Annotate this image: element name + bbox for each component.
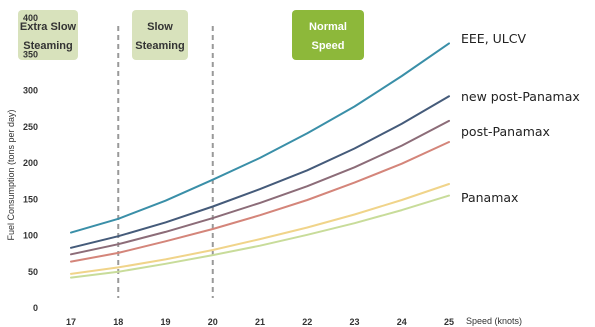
- y-tick-label: 150: [23, 194, 38, 204]
- zone-label-slow-line1: Slow: [147, 21, 173, 33]
- x-axis-title: Speed (knots): [466, 316, 522, 326]
- x-tick-label: 20: [208, 317, 218, 327]
- zone-label-extra-slow-line2: Steaming: [23, 40, 73, 52]
- zone-label-extra-slow-line1: Extra Slow: [20, 21, 77, 33]
- series-line-0: [70, 42, 450, 234]
- zone-label-normal-line1: Normal: [309, 21, 347, 33]
- x-tick-label: 22: [302, 317, 312, 327]
- y-tick-label: 300: [23, 86, 38, 96]
- y-tick-label: 250: [23, 122, 38, 132]
- y-axis-ticks: 0 50 100 150 200 250 300 350 400: [23, 13, 38, 313]
- zone-label-slow-line2: Steaming: [135, 40, 185, 52]
- series-line-4: [70, 183, 450, 275]
- zone-box-normal: [292, 10, 364, 60]
- series-line-3: [70, 141, 450, 263]
- y-tick-label: 100: [23, 231, 38, 241]
- zone-label-normal-line2: Speed: [311, 40, 344, 52]
- series-line-1: [70, 95, 450, 249]
- y-tick-label: 50: [28, 267, 38, 277]
- x-tick-label: 19: [160, 317, 170, 327]
- zone-box-slow: [132, 10, 188, 60]
- y-tick-label: 350: [23, 49, 38, 59]
- y-tick-label: 0: [33, 303, 38, 313]
- y-tick-label: 200: [23, 158, 38, 168]
- series-line-2: [70, 119, 450, 256]
- series-label-panamax: Panamax: [461, 190, 518, 205]
- x-tick-label: 24: [397, 317, 407, 327]
- x-tick-label: 17: [66, 317, 76, 327]
- y-axis-title: Fuel Consumption (tons per day): [6, 109, 16, 240]
- x-tick-label: 23: [349, 317, 359, 327]
- x-axis-ticks: 17 18 19 20 21 22 23 24 25: [66, 317, 454, 327]
- series-lines: [70, 42, 450, 279]
- x-tick-label: 25: [444, 317, 454, 327]
- series-label-post-panamax: post-Panamax: [461, 124, 550, 139]
- series-label-eee-ulcv: EEE, ULCV: [461, 31, 526, 46]
- zone-box-extra-slow: [18, 10, 78, 60]
- x-tick-label: 21: [255, 317, 265, 327]
- series-label-new-post-panamax: new post-Panamax: [461, 89, 580, 104]
- series-line-5: [70, 194, 450, 279]
- y-tick-label: 400: [23, 13, 38, 23]
- x-tick-label: 18: [113, 317, 123, 327]
